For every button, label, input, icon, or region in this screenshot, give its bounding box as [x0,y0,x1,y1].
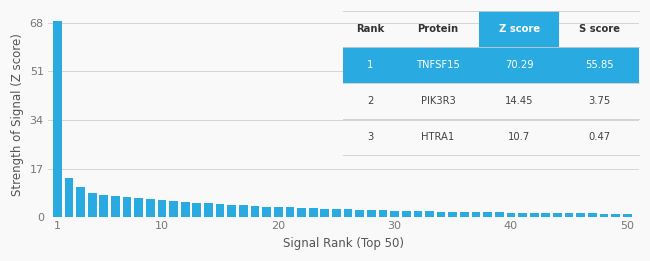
Text: Protein: Protein [417,24,458,34]
Text: PIK3R3: PIK3R3 [421,96,456,106]
Y-axis label: Strength of Signal (Z score): Strength of Signal (Z score) [11,33,24,195]
Bar [541,213,550,217]
Bar [553,213,562,217]
Bar [274,207,283,217]
Bar [216,204,224,217]
Bar [111,196,120,217]
Bar [367,210,376,217]
Bar [611,213,620,217]
Bar [530,213,539,217]
Bar [565,213,573,217]
Bar [285,207,294,217]
Bar [157,200,166,217]
Text: 3: 3 [367,132,373,142]
Bar [332,209,341,217]
Bar [135,198,143,217]
Bar [577,213,585,217]
Bar [204,203,213,217]
Text: 0.47: 0.47 [588,132,610,142]
Bar [320,209,329,217]
Text: 10.7: 10.7 [508,132,530,142]
Bar [76,187,85,217]
Text: 2: 2 [367,96,373,106]
Bar [53,21,62,217]
Bar [460,212,469,217]
Bar [309,208,318,217]
Text: TNFSF15: TNFSF15 [416,60,460,70]
Text: 3.75: 3.75 [588,96,610,106]
Bar [297,208,306,217]
Bar [88,193,96,217]
Bar [263,206,271,217]
Bar [623,214,632,217]
Text: S score: S score [578,24,619,34]
Bar [64,178,73,217]
Bar [413,211,423,217]
Bar [472,212,480,217]
Bar [192,203,202,217]
Text: Rank: Rank [356,24,384,34]
Bar [344,209,352,217]
Bar [181,202,190,217]
Text: HTRA1: HTRA1 [421,132,454,142]
Bar [437,212,445,217]
Bar [390,211,399,217]
Bar [600,213,608,217]
X-axis label: Signal Rank (Top 50): Signal Rank (Top 50) [283,237,404,250]
Bar [425,211,434,217]
Bar [123,197,131,217]
Bar [506,213,515,217]
Text: 1: 1 [367,60,373,70]
Bar [518,213,527,217]
Text: 55.85: 55.85 [585,60,614,70]
Bar [99,195,108,217]
Bar [448,212,457,217]
Bar [484,212,492,217]
Bar [239,205,248,217]
Bar [227,205,236,217]
Text: 70.29: 70.29 [505,60,534,70]
Bar [356,210,364,217]
Bar [402,211,411,217]
Bar [495,212,504,217]
Bar [378,210,387,217]
Bar [588,213,597,217]
Bar [251,206,259,217]
Bar [169,201,178,217]
Text: 14.45: 14.45 [505,96,534,106]
Text: Z score: Z score [499,24,540,34]
Bar [146,199,155,217]
